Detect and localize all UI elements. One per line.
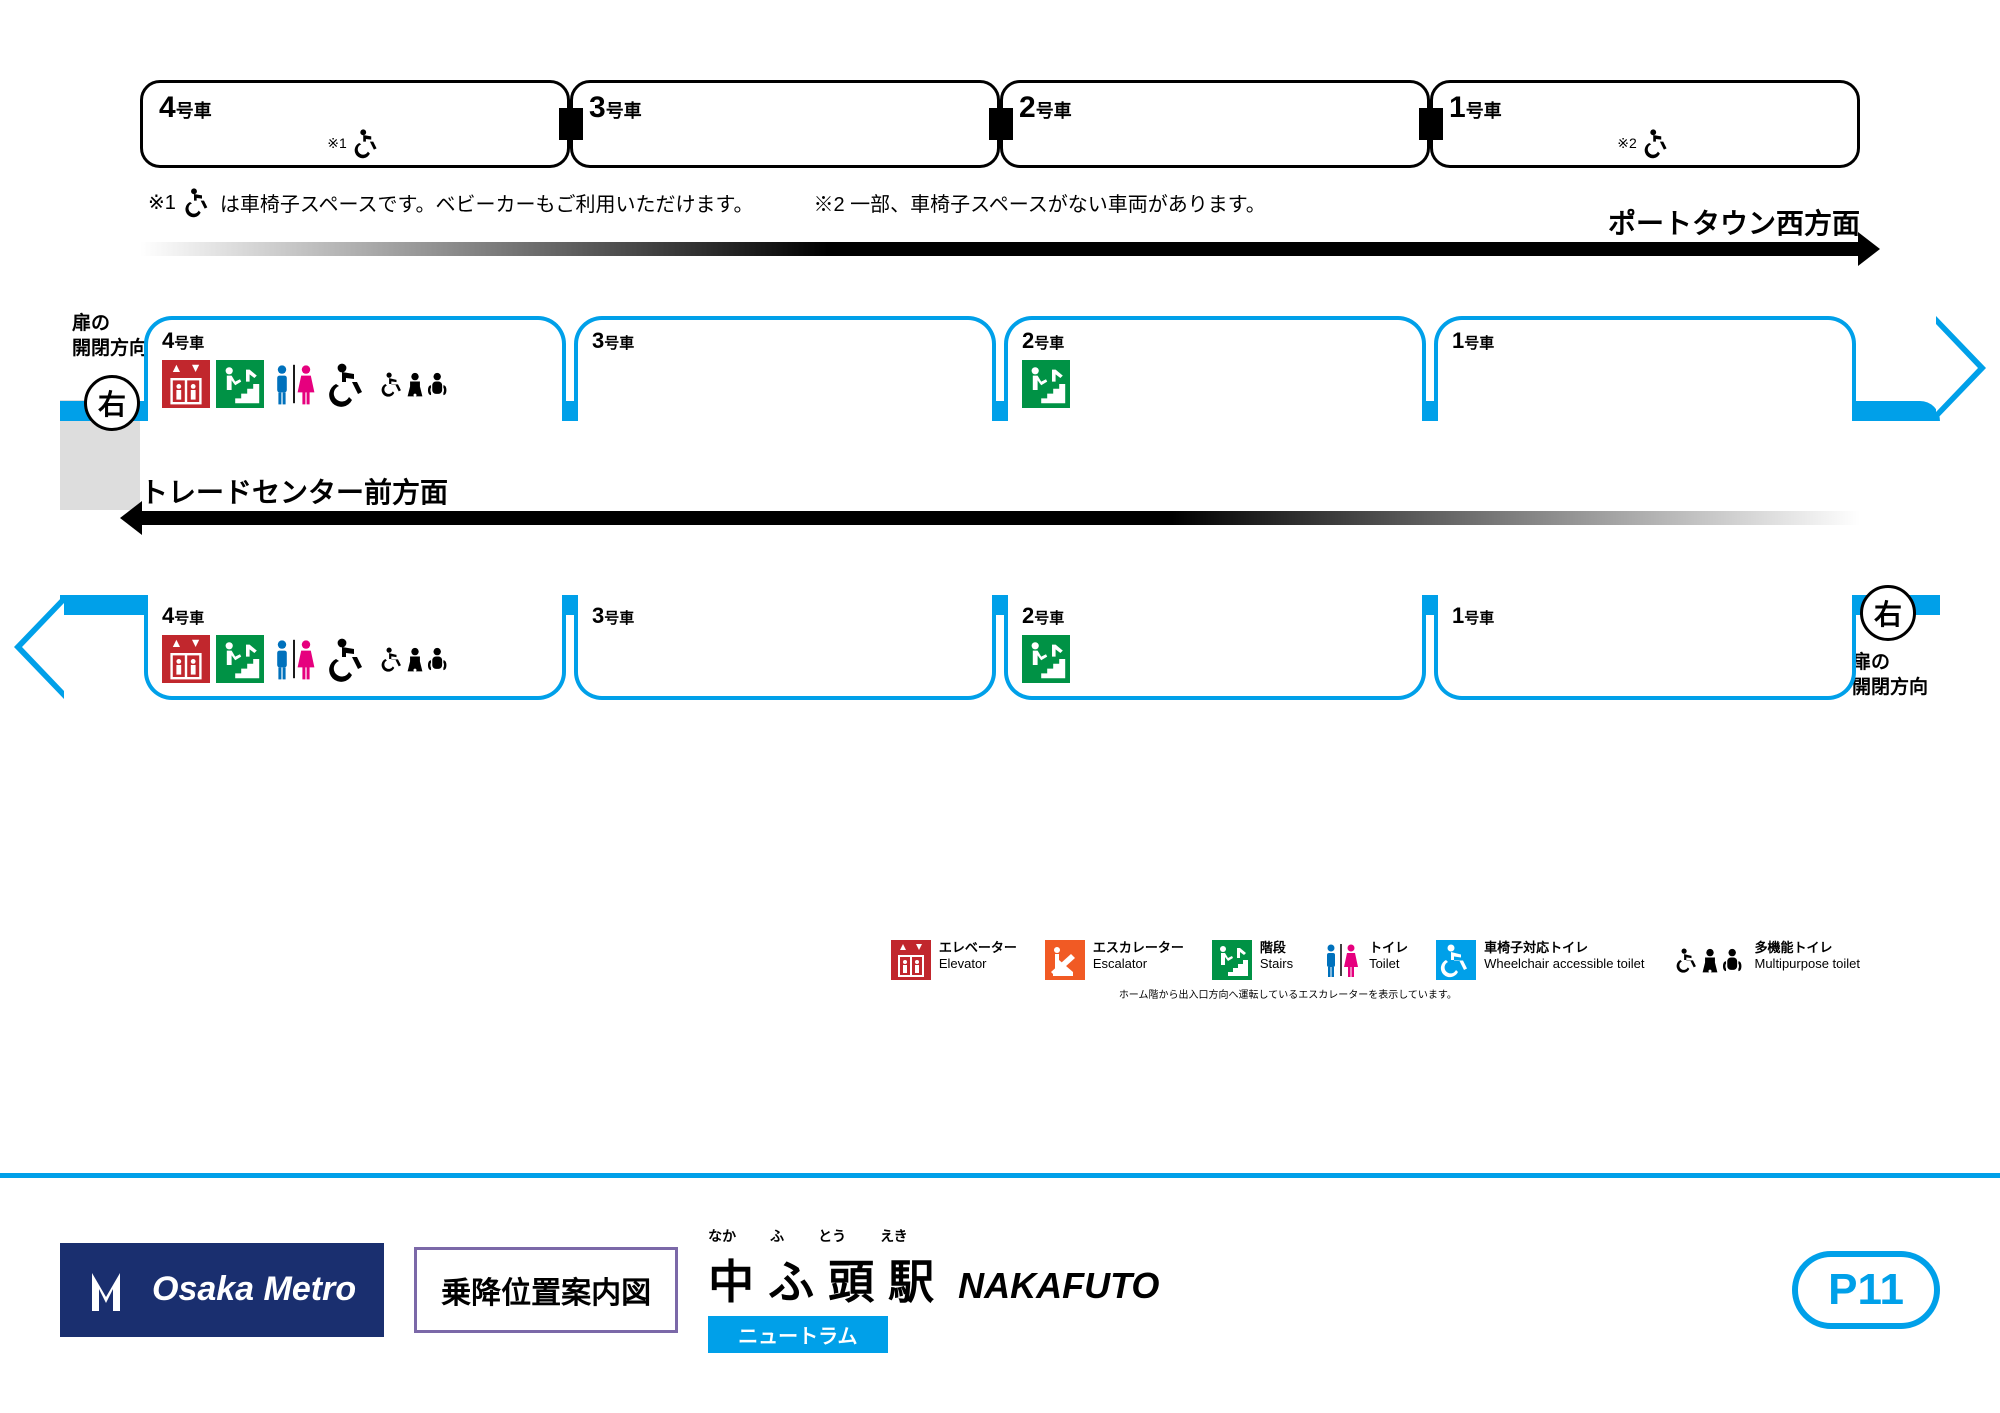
toilet-icon — [1321, 940, 1361, 980]
direction-right: ポートタウン西方面 — [140, 242, 1860, 256]
legend-item: トイレToilet — [1321, 940, 1408, 980]
station-block: なかふとうえき 中ふ頭駅 NAKAFUTO ニュートラム — [708, 1226, 1159, 1353]
elevator-icon — [162, 635, 210, 683]
legend-item: 階段Stairs — [1212, 940, 1293, 980]
train-car: 3号車 — [570, 80, 1000, 168]
wc_toilet-icon — [1436, 940, 1476, 980]
toilet-icon — [270, 360, 318, 408]
osaka-metro-logo: Osaka Metro — [60, 1243, 384, 1337]
platform-car: 4号車 — [144, 316, 566, 421]
platform-car: 3号車 — [574, 316, 996, 421]
platform-car: 1号車 — [1434, 316, 1856, 421]
elevator-icon — [162, 360, 210, 408]
door-side-bottom: 右 — [1860, 585, 1916, 641]
direction-right-label: ポートタウン西方面 — [1608, 202, 1860, 242]
platform-top: 4号車 3号車 2号車 1号車 — [140, 316, 1860, 421]
legend-item: エレベーターElevator — [891, 940, 1017, 980]
multipurpose-icon — [378, 635, 452, 683]
wheelchair-icon — [324, 360, 372, 408]
train-car: 1号車 ※2 — [1430, 80, 1860, 168]
legend-item: エスカレーターEscalator — [1045, 940, 1184, 980]
stairs-icon — [1022, 635, 1070, 683]
footnotes: ※1 は車椅子スペースです。ベビーカーもご利用いただけます。 ※2 一部、車椅子… — [148, 186, 1860, 218]
escalator-icon — [1045, 940, 1085, 980]
stairs-icon — [1212, 940, 1252, 980]
stairs-icon — [1022, 360, 1070, 408]
station-kanji: 中ふ頭駅 — [708, 1246, 948, 1312]
legend: エレベーターElevator エスカレーターEscalator 階段Stairs… — [891, 940, 1860, 980]
direction-left: トレードセンター前方面 — [140, 511, 1860, 525]
train-composition: 4号車 ※1 3号車 2号車 1号車 ※2 — [140, 80, 1860, 168]
footnote2-text: ※2 一部、車椅子スペースがない車両があります。 — [814, 188, 1266, 217]
line-name: ニュートラム — [708, 1316, 887, 1353]
platform-car: 2号車 — [1004, 595, 1426, 700]
door-label-bottom: 扉の 開閉方向 — [1852, 651, 1928, 700]
multipurpose-icon — [1673, 940, 1747, 980]
legend-item: 多機能トイレMultipurpose toilet — [1673, 940, 1861, 980]
legend-item: 車椅子対応トイレWheelchair accessible toilet — [1436, 940, 1644, 980]
brand-text: Osaka Metro — [152, 1270, 356, 1309]
multipurpose-icon — [378, 360, 452, 408]
stairs-icon — [216, 360, 264, 408]
wheelchair-icon — [324, 635, 372, 683]
platform-car: 1号車 — [1434, 595, 1856, 700]
footer: Osaka Metro 乗降位置案内図 なかふとうえき 中ふ頭駅 NAKAFUT… — [60, 1226, 1940, 1353]
furigana: なかふとうえき — [708, 1226, 1159, 1246]
station-number: P11 — [1792, 1251, 1940, 1329]
toilet-icon — [270, 635, 318, 683]
wheelchair-icon — [1641, 127, 1673, 159]
stairs-icon — [216, 635, 264, 683]
platform-bottom: 4号車 3号車 2号車 1号車 — [140, 595, 1860, 700]
door-side-top: 右 — [84, 375, 140, 431]
footnote1-mark: ※1 — [148, 190, 176, 215]
platform-car: 4号車 — [144, 595, 566, 700]
legend-note: ホーム階から出入口方向へ運転しているエスカレーターを表示しています。 — [1119, 986, 1457, 1001]
elevator-icon — [891, 940, 931, 980]
guide-title: 乗降位置案内図 — [414, 1247, 678, 1333]
train-car: 2号車 — [1000, 80, 1430, 168]
wheelchair-icon — [351, 127, 383, 159]
platform-car: 2号車 — [1004, 316, 1426, 421]
door-label-top: 扉の 開閉方向 — [72, 312, 148, 361]
footer-rule — [0, 1173, 2000, 1178]
footnote1-text: は車椅子スペースです。ベビーカーもご利用いただけます。 — [220, 188, 754, 217]
platform-car: 3号車 — [574, 595, 996, 700]
station-romaji: NAKAFUTO — [958, 1265, 1159, 1307]
wheelchair-icon — [182, 186, 214, 218]
train-car: 4号車 ※1 — [140, 80, 570, 168]
direction-left-label: トレードセンター前方面 — [140, 471, 448, 511]
